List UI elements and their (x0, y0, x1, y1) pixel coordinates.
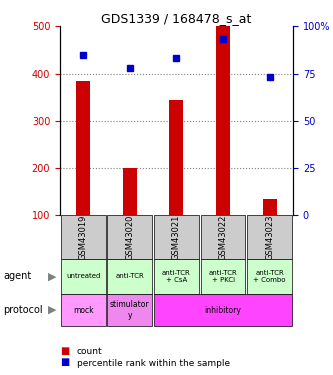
Text: GSM43020: GSM43020 (125, 214, 135, 260)
Text: ▶: ▶ (48, 271, 57, 281)
Text: mock: mock (73, 306, 94, 315)
Text: percentile rank within the sample: percentile rank within the sample (77, 358, 230, 368)
Bar (108, 259, 152, 294)
Bar (76, 81, 90, 216)
Bar (154, 259, 199, 294)
Text: count: count (77, 347, 102, 356)
Text: anti-TCR: anti-TCR (116, 273, 144, 279)
Text: ▶: ▶ (48, 305, 57, 315)
Text: protocol: protocol (3, 305, 43, 315)
Text: inhibitory: inhibitory (205, 306, 241, 315)
Text: stimulator
y: stimulator y (110, 300, 150, 320)
Text: anti-TCR
+ CsA: anti-TCR + CsA (162, 270, 191, 283)
Text: GSM43021: GSM43021 (172, 214, 181, 260)
Bar (201, 216, 245, 259)
Title: GDS1339 / 168478_s_at: GDS1339 / 168478_s_at (101, 12, 252, 25)
Bar (263, 199, 277, 216)
Bar (154, 216, 199, 259)
Text: agent: agent (3, 271, 32, 281)
Bar (247, 216, 292, 259)
Text: anti-TCR
+ Combo: anti-TCR + Combo (253, 270, 286, 283)
Bar (169, 99, 183, 216)
Bar (61, 259, 106, 294)
Text: GSM43022: GSM43022 (218, 214, 228, 260)
Bar (108, 294, 152, 326)
Text: ■: ■ (60, 346, 69, 356)
Bar (61, 216, 106, 259)
Text: GSM43023: GSM43023 (265, 214, 274, 260)
Text: GSM43019: GSM43019 (79, 214, 88, 260)
Text: ■: ■ (60, 357, 69, 368)
Text: anti-TCR
+ PKCi: anti-TCR + PKCi (209, 270, 237, 283)
Bar (247, 259, 292, 294)
Bar (61, 294, 106, 326)
Bar (123, 168, 137, 216)
Bar (201, 259, 245, 294)
Bar (216, 26, 230, 216)
Bar (154, 294, 292, 326)
Text: untreated: untreated (66, 273, 101, 279)
Bar (108, 216, 152, 259)
